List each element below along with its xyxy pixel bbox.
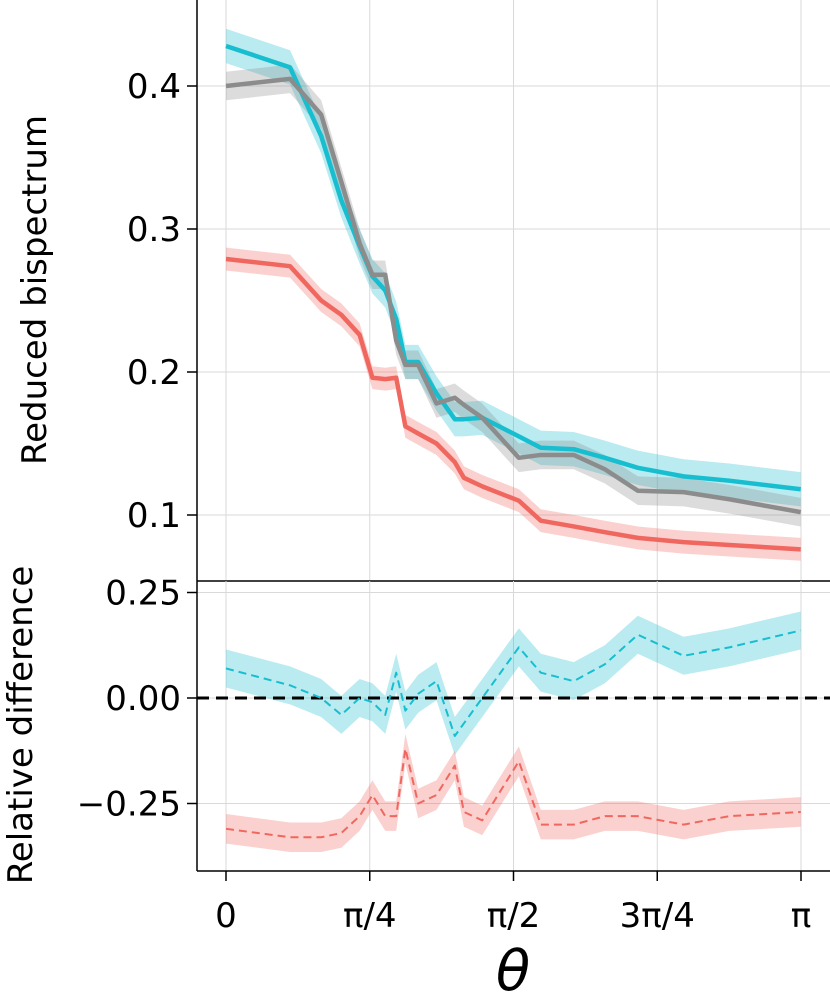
x-tick-label: 0 (215, 896, 237, 936)
y-tick-label: 0.3 (127, 210, 181, 250)
top-grid (197, 0, 830, 581)
top-lines (225, 43, 802, 552)
series-line (225, 76, 802, 515)
series-line (225, 43, 801, 492)
bottom-y-axis-label: Relative difference (1, 566, 41, 885)
x-ticks: 0 π/4 π/2 3π/4 π (215, 871, 811, 936)
x-tick-label: π/4 (343, 896, 397, 936)
top-y-ticks: 0.1 0.2 0.3 0.4 (127, 67, 197, 536)
y-tick-label: 0.2 (127, 353, 181, 393)
x-axis-title: θ (496, 939, 530, 1004)
y-tick-label: 0.4 (127, 67, 181, 107)
x-tick-label: 3π/4 (620, 896, 695, 936)
bottom-bands (226, 611, 801, 853)
top-y-axis-label: Reduced bispectrum (15, 115, 55, 465)
confidence-band (226, 611, 801, 755)
bottom-panel: −0.25 0.00 0.25 Relative difference (1, 566, 830, 885)
bottom-lines (225, 629, 801, 839)
confidence-band (226, 28, 801, 507)
top-panel: 0.1 0.2 0.3 0.4 Reduced bispectrum (15, 0, 830, 581)
series-line (225, 256, 801, 552)
confidence-band (226, 733, 801, 853)
y-tick-label: −0.25 (77, 785, 181, 825)
series-line (225, 747, 801, 839)
series-line (225, 629, 801, 737)
y-tick-label: 0.1 (127, 496, 181, 536)
x-tick-label: π/2 (487, 896, 541, 936)
y-tick-label: 0.25 (105, 574, 181, 614)
x-tick-label: π (791, 896, 811, 936)
bottom-y-ticks: −0.25 0.00 0.25 (77, 574, 197, 825)
y-tick-label: 0.00 (105, 679, 181, 719)
